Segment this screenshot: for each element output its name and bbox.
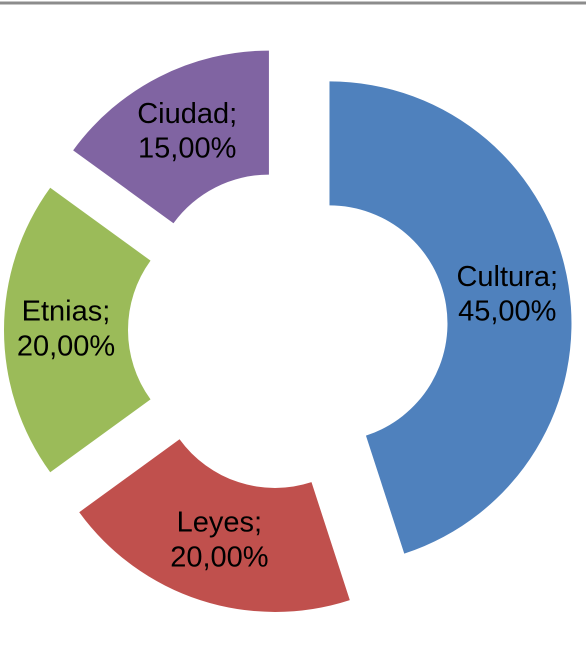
donut-slice [4,187,151,473]
label-category: Etnias; [22,295,111,327]
data-label: Cultura; 45,00% [456,261,558,328]
label-category: Leyes; [177,506,262,538]
label-category: Ciudad; [137,97,237,129]
data-label: Etnias; 20,00% [17,295,115,362]
donut-slice [73,50,269,224]
label-name: Ciudad [137,97,229,129]
label-separator: ; [229,97,237,129]
label-value: 45,00% [458,295,556,327]
donut-slice [329,81,572,554]
label-name: Leyes [177,506,254,538]
label-separator: ; [550,261,558,293]
label-value: 20,00% [17,330,115,362]
donut-slice [79,439,350,612]
label-name: Cultura [456,261,550,293]
label-name: Etnias [22,295,103,327]
data-label: Ciudad; 15,00% [137,97,237,164]
data-label: Leyes; 20,00% [170,506,268,573]
label-category: Cultura; [456,261,558,293]
label-separator: ; [254,506,262,538]
label-value: 20,00% [170,541,268,573]
label-value: 15,00% [138,132,236,164]
label-separator: ; [102,295,110,327]
